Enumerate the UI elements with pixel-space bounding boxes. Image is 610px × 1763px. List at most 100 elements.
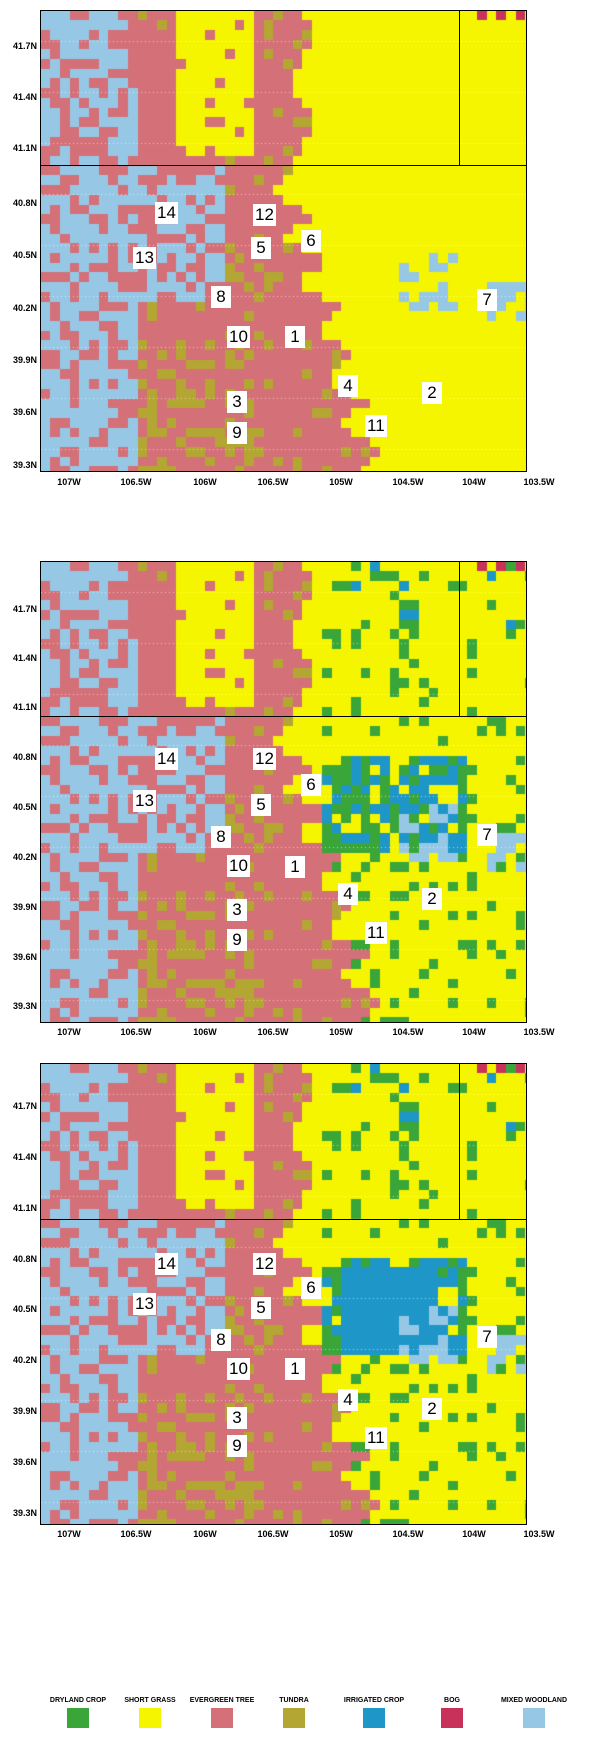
lat-label: 39.9N	[12, 355, 37, 365]
lon-label: 106.5W	[257, 1027, 289, 1037]
lon-label: 105W	[329, 1529, 353, 1539]
lat-label: 40.5N	[12, 250, 37, 260]
map-panel-1: 14 12 6 13 5 8 7 10 1 4 2 3 11 9	[40, 10, 527, 472]
legend-swatch	[211, 1708, 233, 1728]
lon-label: 104.5W	[392, 1529, 424, 1539]
legend-swatch	[363, 1708, 385, 1728]
site-label-11: 11	[365, 415, 387, 437]
legend-label: TUNDRA	[279, 1697, 309, 1704]
lon-label: 106.5W	[257, 1529, 289, 1539]
legend-label: SHORT GRASS	[124, 1697, 176, 1704]
site-label-2: 2	[422, 382, 442, 404]
site-label-1: 1	[285, 856, 305, 878]
site-label-10: 10	[227, 1358, 250, 1380]
legend-swatch	[523, 1708, 545, 1728]
lon-label: 106W	[193, 1529, 217, 1539]
site-label-12: 12	[253, 748, 276, 770]
lat-label: 39.6N	[12, 407, 37, 417]
land-cover-grid	[41, 1064, 526, 1524]
site-label-13: 13	[133, 790, 156, 812]
lat-label: 40.8N	[12, 752, 37, 762]
lat-label: 41.1N	[12, 1203, 37, 1213]
lon-label: 103.5W	[523, 1529, 555, 1539]
site-label-4: 4	[338, 1389, 358, 1411]
lon-label: 107W	[57, 1529, 81, 1539]
lat-label: 41.1N	[12, 702, 37, 712]
grid-line	[41, 165, 526, 166]
grid-line	[459, 11, 460, 165]
site-label-10: 10	[227, 326, 250, 348]
lat-label: 39.3N	[12, 1001, 37, 1011]
legend-label: IRRIGATED CROP	[343, 1697, 405, 1704]
site-label-8: 8	[211, 286, 231, 308]
lat-label: 40.8N	[12, 1254, 37, 1264]
site-label-14: 14	[155, 1253, 178, 1275]
site-label-14: 14	[155, 202, 178, 224]
grid-line	[41, 1219, 526, 1220]
legend-swatch	[283, 1708, 305, 1728]
legend-item-dryland-crop: DRYLAND CROP	[40, 1685, 116, 1728]
site-label-1: 1	[285, 1358, 305, 1380]
lon-label: 104W	[462, 1027, 486, 1037]
site-label-3: 3	[227, 1407, 247, 1429]
site-label-5: 5	[251, 1297, 271, 1319]
legend-swatch	[139, 1708, 161, 1728]
lon-label: 104.5W	[392, 477, 424, 487]
legend-item-evergreen-tree: EVERGREEN TREE	[184, 1685, 260, 1728]
land-cover-grid	[41, 11, 526, 471]
site-label-12: 12	[253, 204, 276, 226]
site-label-9: 9	[227, 1435, 247, 1457]
legend-label: BOG	[444, 1697, 460, 1704]
site-label-13: 13	[133, 247, 156, 269]
legend-item-mixed-woodland: MIXED WOODLAND	[496, 1685, 572, 1728]
site-label-10: 10	[227, 855, 250, 877]
lon-label: 104.5W	[392, 1027, 424, 1037]
grid-line	[41, 716, 526, 717]
lon-label: 103.5W	[523, 1027, 555, 1037]
lat-label: 40.5N	[12, 1304, 37, 1314]
site-label-3: 3	[227, 899, 247, 921]
legend-label: EVERGREEN TREE	[189, 1697, 255, 1704]
site-label-14: 14	[155, 748, 178, 770]
lat-label: 39.3N	[12, 1508, 37, 1518]
site-label-6: 6	[301, 1277, 321, 1299]
lon-label: 106.5W	[120, 477, 152, 487]
site-label-8: 8	[211, 1329, 231, 1351]
site-label-4: 4	[338, 375, 358, 397]
lon-label: 107W	[57, 477, 81, 487]
site-label-7: 7	[477, 289, 497, 311]
site-label-4: 4	[338, 883, 358, 905]
lon-label: 106.5W	[120, 1027, 152, 1037]
legend-label: DRYLAND CROP	[49, 1697, 107, 1704]
site-label-9: 9	[227, 929, 247, 951]
site-label-2: 2	[422, 1398, 442, 1420]
lon-label: 106W	[193, 1027, 217, 1037]
lat-label: 39.9N	[12, 902, 37, 912]
lat-label: 41.7N	[12, 1101, 37, 1111]
legend-label: MIXED WOODLAND	[500, 1697, 568, 1704]
grid-line	[459, 562, 460, 716]
lat-label: 41.7N	[12, 41, 37, 51]
legend-item-irrigated-crop: IRRIGATED CROP	[336, 1685, 412, 1728]
lon-label: 103.5W	[523, 477, 555, 487]
lat-label: 41.7N	[12, 604, 37, 614]
lat-label: 41.4N	[12, 653, 37, 663]
lat-label: 40.2N	[12, 303, 37, 313]
lat-label: 39.6N	[12, 952, 37, 962]
site-label-2: 2	[422, 888, 442, 910]
lat-label: 41.1N	[12, 143, 37, 153]
site-label-13: 13	[133, 1293, 156, 1315]
legend-swatch	[67, 1708, 89, 1728]
site-label-8: 8	[211, 826, 231, 848]
lat-label: 41.4N	[12, 92, 37, 102]
site-label-7: 7	[477, 1326, 497, 1348]
lat-label: 40.2N	[12, 852, 37, 862]
lon-label: 104W	[462, 1529, 486, 1539]
legend-item-tundra: TUNDRA	[256, 1685, 332, 1728]
site-label-11: 11	[365, 1427, 387, 1449]
lat-label: 39.6N	[12, 1457, 37, 1467]
site-label-11: 11	[365, 922, 387, 944]
lat-label: 41.4N	[12, 1152, 37, 1162]
lon-label: 105W	[329, 1027, 353, 1037]
lat-label: 40.5N	[12, 802, 37, 812]
